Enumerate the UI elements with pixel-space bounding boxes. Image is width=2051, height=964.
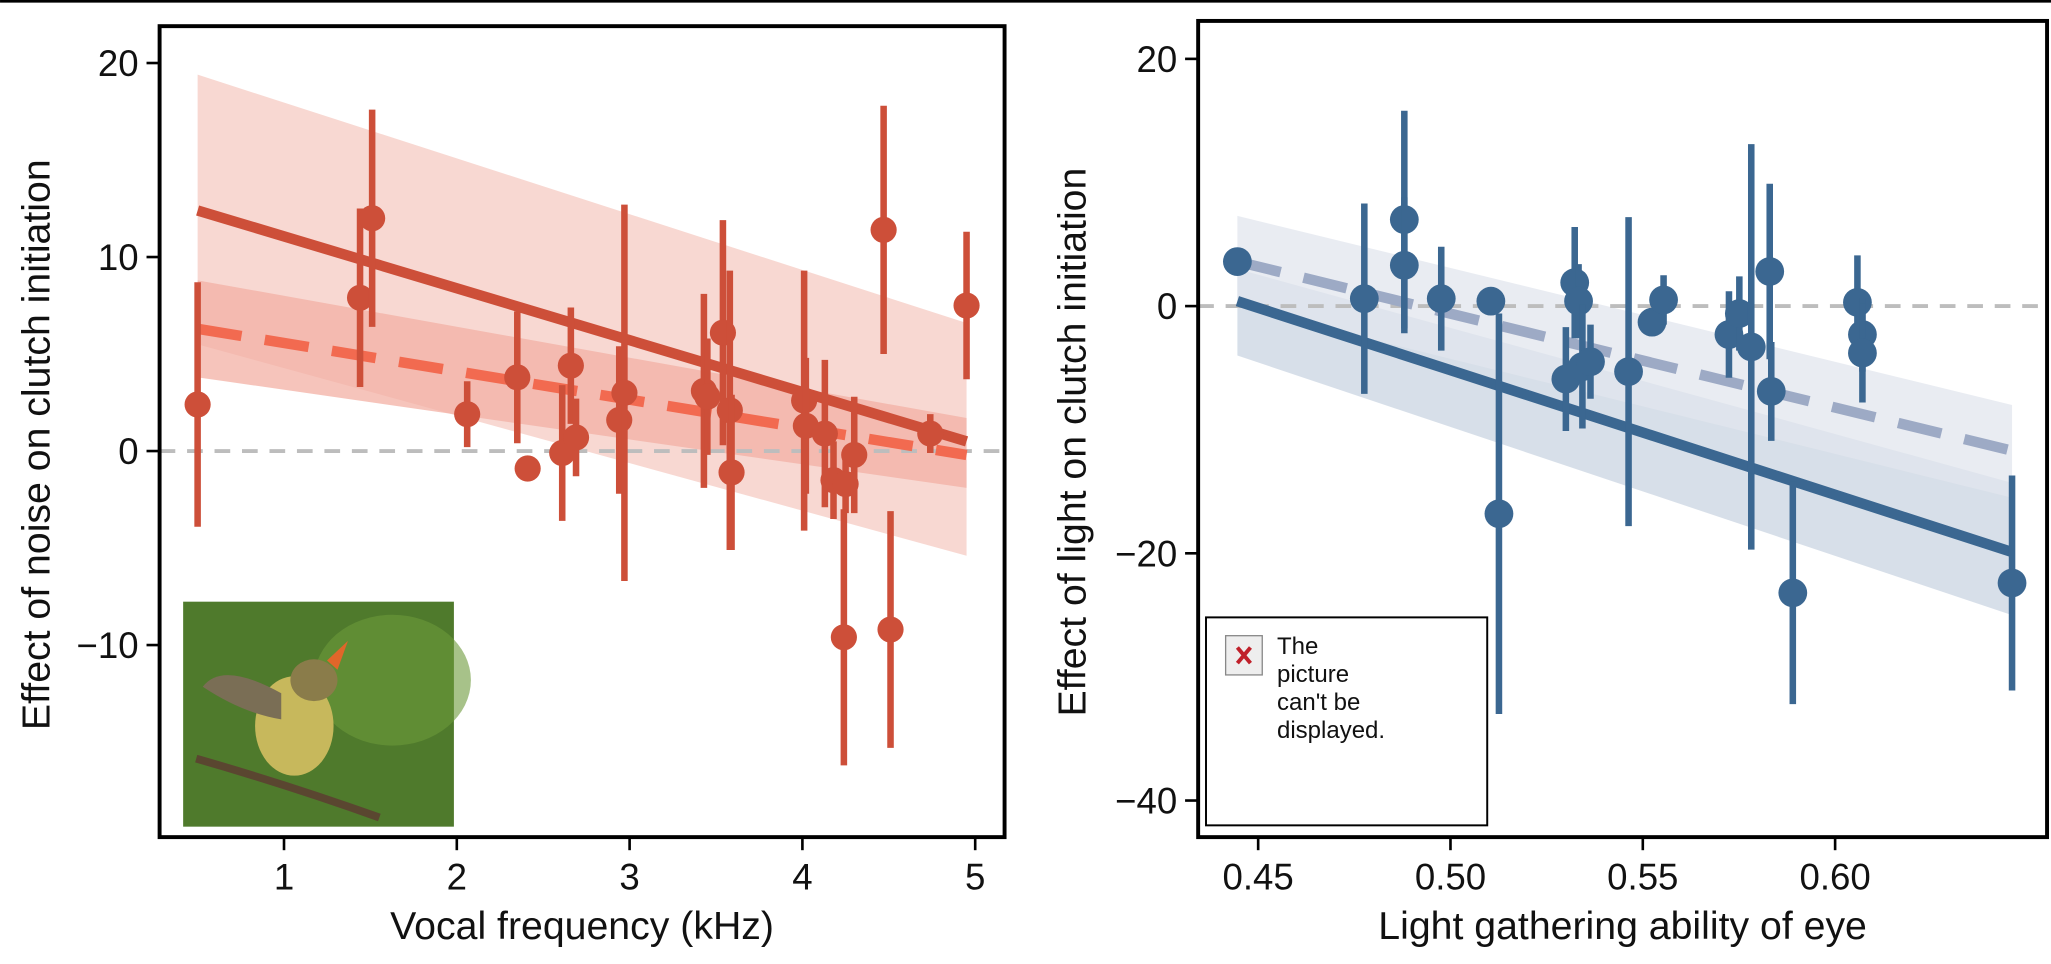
bird-photo: [183, 601, 471, 827]
confidence-band: [1237, 269, 2013, 616]
point: [1724, 299, 1754, 328]
point: [514, 455, 541, 482]
point: [611, 379, 638, 406]
panel-left: 20 10 0 −10 1 2 3 4 5 Vocal frequency (kHz) Effect…: [15, 24, 1007, 948]
point: [1426, 284, 1456, 314]
point: [1223, 247, 1252, 276]
x-tick-label: 0.55: [1607, 856, 1678, 897]
point: [346, 284, 374, 311]
point: [562, 424, 590, 451]
x-axis-label: Light gathering ability of eye: [1378, 904, 1867, 948]
y-axis-label: Effect of light on clutch initiation: [1051, 168, 1095, 717]
point: [953, 292, 980, 319]
panel-right: 20 0 −20 −40 0.45 0.50 0.55 0.60 Light gathering…: [1051, 18, 2050, 948]
y-tick-label: 20: [98, 43, 139, 84]
x-tick-label: 3: [619, 856, 639, 897]
y-tick-label: −40: [1115, 781, 1177, 822]
point: [841, 441, 868, 469]
x-tick-label: 1: [274, 856, 294, 897]
point: [1649, 285, 1678, 315]
point: [1736, 332, 1766, 362]
point: [1349, 284, 1379, 314]
point: [184, 391, 211, 418]
point: [1484, 499, 1514, 529]
plot-frame: [1196, 18, 2050, 840]
x-tick-label: 4: [792, 856, 812, 897]
point: [694, 383, 721, 410]
fit-line: [196, 205, 969, 447]
point: [504, 364, 531, 391]
point: [1848, 338, 1877, 368]
y-tick-label: 0: [118, 431, 138, 472]
x-axis-label: Vocal frequency (kHz): [390, 904, 774, 948]
point: [811, 420, 838, 447]
point: [1843, 287, 1872, 317]
point: [870, 216, 897, 243]
x-tick-label: 0.60: [1799, 856, 1870, 897]
y-tick-label: 0: [1157, 286, 1177, 327]
y-tick-label: 20: [1136, 39, 1177, 80]
x-tick-label: 0.45: [1223, 856, 1294, 897]
point: [1564, 286, 1593, 316]
y-tick-label: −20: [1115, 533, 1177, 574]
y-axis-label: Effect of noise on clutch initiation: [15, 159, 59, 730]
point: [1576, 347, 1605, 377]
point: [557, 352, 584, 379]
y-tick-label: −10: [77, 625, 139, 666]
broken-image: [1205, 616, 1489, 827]
point: [917, 420, 944, 447]
x-tick-label: 0.50: [1415, 856, 1486, 897]
point: [1389, 250, 1419, 280]
point: [1755, 257, 1785, 286]
point: [359, 205, 386, 232]
point: [1614, 357, 1643, 386]
point: [877, 616, 904, 643]
confidence-band: [1237, 215, 2013, 498]
x-tick-label: 2: [447, 856, 467, 897]
point: [1778, 578, 1808, 608]
y-tick-label: 10: [98, 237, 139, 278]
point: [454, 401, 481, 428]
point: [606, 406, 633, 434]
point: [830, 624, 857, 651]
point: [718, 459, 745, 486]
point: [1637, 307, 1667, 337]
fit-line: [196, 323, 968, 461]
point: [1756, 376, 1786, 406]
point: [1997, 568, 2027, 598]
confidence-band: [197, 280, 967, 488]
plot-frame: [157, 24, 1007, 840]
broken-image-text: The picture can't be displayed.: [1277, 633, 1386, 744]
point: [1476, 286, 1506, 316]
x-tick-label: 5: [965, 856, 985, 897]
